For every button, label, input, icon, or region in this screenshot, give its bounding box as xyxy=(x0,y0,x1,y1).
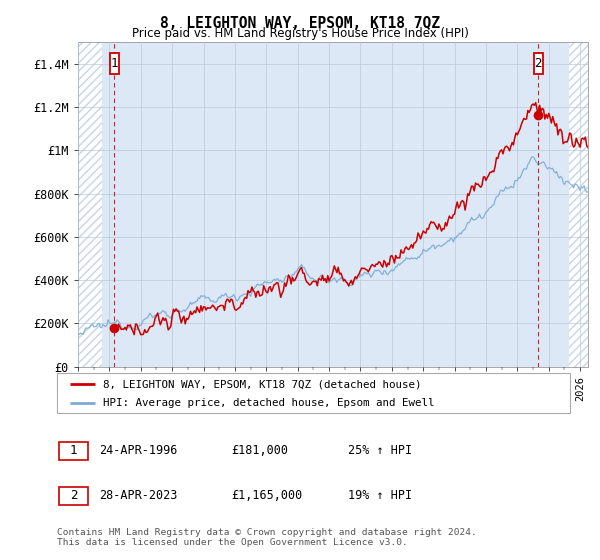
Text: Contains HM Land Registry data © Crown copyright and database right 2024.
This d: Contains HM Land Registry data © Crown c… xyxy=(57,528,477,547)
Text: 28-APR-2023: 28-APR-2023 xyxy=(99,489,178,502)
Text: 8, LEIGHTON WAY, EPSOM, KT18 7QZ (detached house): 8, LEIGHTON WAY, EPSOM, KT18 7QZ (detach… xyxy=(103,379,422,389)
FancyBboxPatch shape xyxy=(534,53,542,74)
Text: 25% ↑ HPI: 25% ↑ HPI xyxy=(348,444,412,458)
Text: 2: 2 xyxy=(70,489,77,502)
Text: 1: 1 xyxy=(70,444,77,458)
FancyBboxPatch shape xyxy=(110,53,119,74)
FancyBboxPatch shape xyxy=(59,442,88,460)
Bar xyxy=(78,42,101,367)
Text: £1,165,000: £1,165,000 xyxy=(231,489,302,502)
Text: 1: 1 xyxy=(110,57,118,69)
FancyBboxPatch shape xyxy=(57,373,570,413)
Text: £181,000: £181,000 xyxy=(231,444,288,458)
Bar xyxy=(569,42,588,367)
Text: 19% ↑ HPI: 19% ↑ HPI xyxy=(348,489,412,502)
Text: 8, LEIGHTON WAY, EPSOM, KT18 7QZ: 8, LEIGHTON WAY, EPSOM, KT18 7QZ xyxy=(160,16,440,31)
Text: 2: 2 xyxy=(535,57,542,69)
Text: HPI: Average price, detached house, Epsom and Ewell: HPI: Average price, detached house, Epso… xyxy=(103,398,434,408)
Text: 24-APR-1996: 24-APR-1996 xyxy=(99,444,178,458)
FancyBboxPatch shape xyxy=(59,487,88,505)
Text: Price paid vs. HM Land Registry's House Price Index (HPI): Price paid vs. HM Land Registry's House … xyxy=(131,27,469,40)
